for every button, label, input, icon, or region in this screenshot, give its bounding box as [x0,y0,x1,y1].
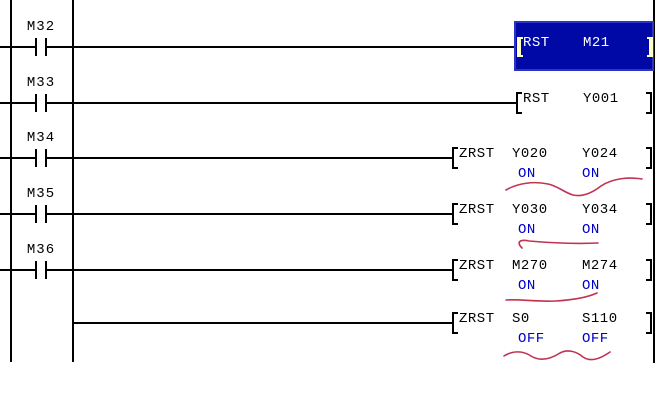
contact-left-bar [35,38,37,56]
contact-left-bar [35,261,37,279]
rung-wire [73,322,454,324]
contact-right-bar [45,149,47,167]
red-underline-rung-4 [518,239,599,249]
instruction-operand[interactable]: M270 [512,258,548,274]
red-underline-rung-5 [505,292,598,303]
instruction-operand[interactable]: Y001 [583,91,619,107]
instruction-operand[interactable]: Y034 [582,202,618,218]
contact-label[interactable]: M33 [26,75,56,91]
selected-instruction-block[interactable] [514,21,654,71]
device-status-value: OFF [518,331,545,347]
open-bracket-icon [517,37,523,57]
instruction-operand: M21 [583,35,610,51]
close-bracket-icon [646,92,652,114]
close-bracket-icon [646,259,652,281]
left-power-rail [10,0,12,362]
device-status-value: ON [582,278,600,294]
contact-left-bar [35,94,37,112]
instruction-operand[interactable]: Y024 [582,146,618,162]
rung-wire [47,213,454,215]
device-status-value: ON [518,222,536,238]
open-bracket-icon [452,259,458,281]
instruction-mnemonic: RST [523,35,550,51]
rung-wire [47,46,515,48]
contact-right-bar [45,205,47,223]
instruction-mnemonic[interactable]: ZRST [459,311,495,327]
device-status-value: ON [518,166,536,182]
device-status-value: OFF [582,331,609,347]
instruction-operand[interactable]: Y020 [512,146,548,162]
open-bracket-icon [516,92,522,114]
open-bracket-icon [452,147,458,169]
contact-label[interactable]: M36 [26,242,56,258]
instruction-operand[interactable]: M274 [582,258,618,274]
contact-right-bar [45,94,47,112]
branch-merge-line [72,0,74,362]
rung-wire [0,46,35,48]
rung-wire [0,102,35,104]
rung-wire [0,213,35,215]
contact-left-bar [35,205,37,223]
close-bracket-icon [646,203,652,225]
close-bracket-icon [646,312,652,334]
rung-wire [47,102,518,104]
instruction-mnemonic[interactable]: RST [523,91,550,107]
red-underline-rung-6 [503,350,611,361]
close-bracket-icon [646,147,652,169]
right-power-rail [653,0,655,363]
contact-right-bar [45,38,47,56]
instruction-operand[interactable]: Y030 [512,202,548,218]
rung-wire [47,157,454,159]
rung-wire [0,157,35,159]
contact-right-bar [45,261,47,279]
instruction-operand[interactable]: S110 [582,311,618,327]
contact-label[interactable]: M34 [26,130,56,146]
contact-left-bar [35,149,37,167]
close-bracket-icon [647,37,653,57]
contact-label[interactable]: M32 [26,19,56,35]
device-status-value: ON [582,166,600,182]
device-status-value: ON [518,278,536,294]
contact-label[interactable]: M35 [26,186,56,202]
instruction-mnemonic[interactable]: ZRST [459,202,495,218]
instruction-mnemonic[interactable]: ZRST [459,258,495,274]
instruction-mnemonic[interactable]: ZRST [459,146,495,162]
instruction-operand[interactable]: S0 [512,311,530,327]
rung-wire [47,269,454,271]
rung-wire [0,269,35,271]
device-status-value: ON [582,222,600,238]
open-bracket-icon [452,312,458,334]
open-bracket-icon [452,203,458,225]
